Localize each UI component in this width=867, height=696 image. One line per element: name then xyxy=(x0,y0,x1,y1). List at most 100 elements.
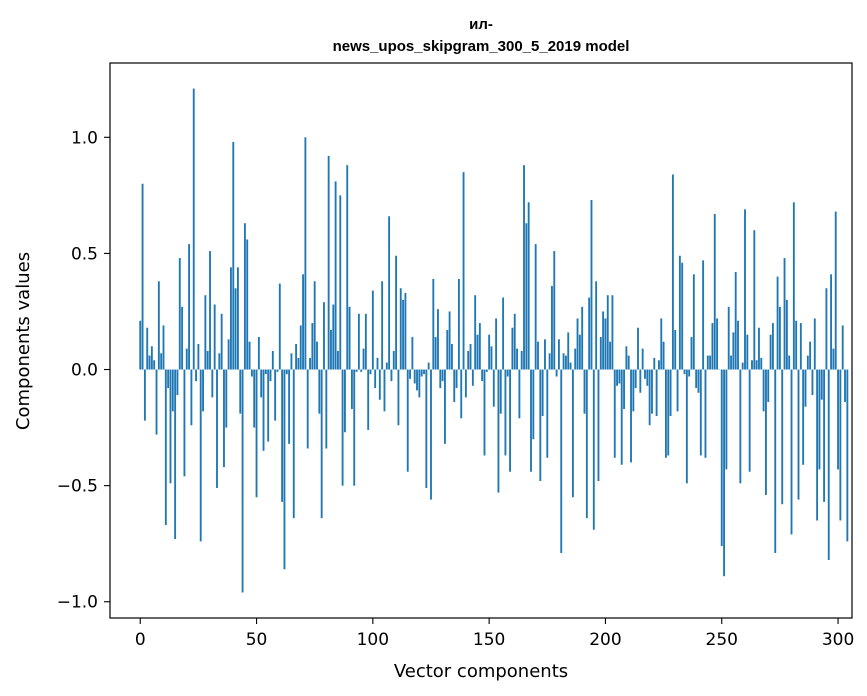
bar-component-118 xyxy=(413,369,416,384)
bar-component-14 xyxy=(171,369,174,412)
bar-component-254 xyxy=(730,355,732,370)
x-tick-label: 200 xyxy=(589,630,621,650)
bar-component-173 xyxy=(541,369,544,416)
bar-component-174 xyxy=(544,339,546,370)
bar-component-209 xyxy=(625,346,628,370)
bar-component-137 xyxy=(457,278,460,370)
bar-component-229 xyxy=(671,174,674,370)
bar-component-37 xyxy=(225,369,228,428)
bar-component-292 xyxy=(818,369,821,470)
bar-component-2 xyxy=(143,369,146,421)
bar-component-156 xyxy=(502,297,505,370)
bar-component-234 xyxy=(683,369,686,375)
bar-component-89 xyxy=(346,165,349,370)
bar-component-276 xyxy=(781,369,784,505)
x-tick-label: 150 xyxy=(473,630,505,650)
chart-title-line-1: ил- xyxy=(469,16,493,33)
bar-component-17 xyxy=(178,258,181,370)
bar-component-187 xyxy=(574,348,577,370)
bar-component-127 xyxy=(434,337,437,370)
bar-component-115 xyxy=(406,369,409,472)
bar-component-294 xyxy=(823,369,826,502)
bar-component-198 xyxy=(599,337,602,370)
bar-component-10 xyxy=(162,325,165,370)
bar-component-61 xyxy=(281,369,284,502)
plot-frame xyxy=(109,62,853,619)
bar-component-133 xyxy=(448,311,451,370)
bar-component-186 xyxy=(571,369,574,498)
bar-component-88 xyxy=(344,369,346,433)
bar-component-73 xyxy=(309,357,311,370)
bar-component-76 xyxy=(316,341,318,370)
bar-component-143 xyxy=(471,369,474,386)
bar-component-295 xyxy=(825,288,828,370)
bar-component-13 xyxy=(169,369,172,484)
bar-component-165 xyxy=(523,165,525,370)
bar-component-38 xyxy=(227,339,230,370)
bar-component-194 xyxy=(590,200,593,370)
bar-component-196 xyxy=(595,281,598,370)
bar-component-153 xyxy=(495,318,498,370)
bar-component-23 xyxy=(192,88,195,370)
bar-component-219 xyxy=(648,369,651,426)
bar-component-213 xyxy=(634,369,637,389)
bar-component-190 xyxy=(581,306,584,370)
bar-component-113 xyxy=(402,299,405,370)
bar-component-161 xyxy=(513,313,516,370)
bar-component-195 xyxy=(592,369,595,530)
bar-component-144 xyxy=(474,295,477,370)
bar-component-124 xyxy=(427,362,430,370)
bar-component-72 xyxy=(306,369,309,449)
bar-component-193 xyxy=(588,297,591,370)
bar-component-171 xyxy=(537,341,539,370)
bar-component-263 xyxy=(751,360,753,370)
bar-component-172 xyxy=(539,369,542,481)
bar-component-123 xyxy=(425,369,428,488)
bar-component-286 xyxy=(804,369,807,407)
bar-component-99 xyxy=(369,369,372,375)
bar-component-264 xyxy=(753,230,756,370)
bar-component-215 xyxy=(639,369,642,393)
bar-component-248 xyxy=(716,318,719,370)
bar-component-183 xyxy=(564,355,567,370)
bar-component-119 xyxy=(416,369,418,391)
bar-component-112 xyxy=(399,288,402,370)
bar-component-60 xyxy=(278,283,281,370)
bar-component-180 xyxy=(557,339,560,370)
bar-component-245 xyxy=(709,355,712,370)
chart-title-line-2: news_upos_skipgram_300_5_2019 model xyxy=(333,38,630,55)
x-axis-ticks: 0 50 100 150 200 250 300 xyxy=(135,618,854,650)
x-tick-label: 300 xyxy=(822,630,854,650)
x-tick-label: 0 xyxy=(135,630,146,650)
bar-component-158 xyxy=(506,369,509,377)
bar-component-140 xyxy=(464,369,467,398)
bar-component-142 xyxy=(469,343,472,370)
bar-component-298 xyxy=(832,348,835,370)
bar-component-128 xyxy=(437,309,439,370)
bar-component-207 xyxy=(620,369,623,465)
bar-component-106 xyxy=(385,362,388,370)
y-tick-label: −0.5 xyxy=(57,477,98,497)
bar-component-241 xyxy=(699,369,702,456)
bar-component-43 xyxy=(239,369,242,414)
bar-component-178 xyxy=(553,251,556,370)
bar-component-114 xyxy=(404,292,407,370)
bar-component-84 xyxy=(334,181,337,370)
bar-component-255 xyxy=(732,332,735,370)
bar-component-117 xyxy=(411,337,414,370)
bar-component-206 xyxy=(618,369,621,384)
bar-component-179 xyxy=(555,369,558,377)
bar-component-256 xyxy=(734,272,737,370)
bar-component-293 xyxy=(820,369,823,400)
bar-component-160 xyxy=(511,327,514,370)
bar-component-170 xyxy=(534,244,537,370)
bar-component-32 xyxy=(213,304,216,370)
y-axis-title: Components values xyxy=(13,252,34,430)
bar-component-260 xyxy=(744,209,746,370)
bar-component-272 xyxy=(771,323,774,370)
bar-component-4 xyxy=(148,355,151,370)
bar-component-136 xyxy=(455,369,458,389)
bar-component-135 xyxy=(453,369,456,403)
bar-component-287 xyxy=(806,355,809,370)
bar-component-151 xyxy=(490,346,493,370)
